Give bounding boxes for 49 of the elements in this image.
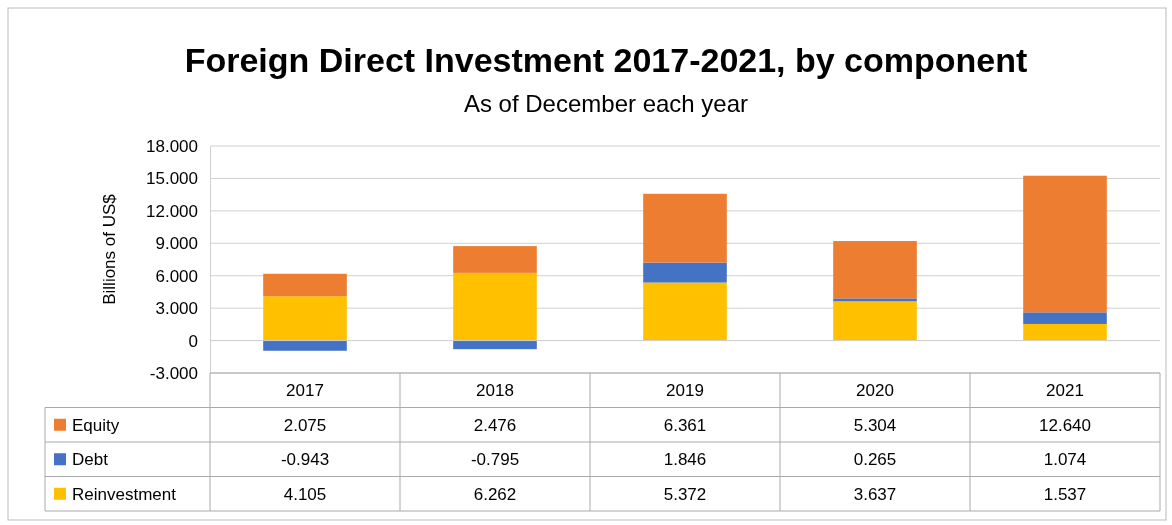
- chart-subtitle: As of December each year: [463, 90, 749, 117]
- legend-label: Reinvestment: [72, 484, 177, 504]
- bar: [1023, 175, 1107, 313]
- bar: [1023, 323, 1107, 341]
- data-label: 5.304: [853, 415, 897, 435]
- data-label: 12.640: [1039, 415, 1091, 435]
- y-tick-label: 18.000: [146, 136, 198, 156]
- bar: [453, 246, 537, 273]
- legend-label: Equity: [72, 415, 120, 435]
- bar: [1023, 312, 1107, 324]
- data-label: -0.943: [280, 450, 330, 470]
- data-label: 6.361: [663, 415, 707, 435]
- bar: [833, 301, 917, 341]
- data-label: -0.795: [470, 450, 520, 470]
- y-tick-label: -3.000: [149, 363, 198, 383]
- data-label: 6.262: [473, 484, 517, 504]
- bar: [643, 282, 727, 341]
- y-axis-title: Billions of US$: [100, 193, 119, 305]
- data-label: 1.846: [663, 450, 707, 470]
- bar: [263, 340, 347, 351]
- x-tick-label: 2019: [666, 381, 704, 401]
- data-label: 5.372: [663, 484, 707, 504]
- y-tick-label: 3.000: [155, 299, 198, 319]
- x-tick-label: 2018: [476, 381, 514, 401]
- bar: [833, 298, 917, 302]
- x-tick-label: 2020: [856, 381, 894, 401]
- bar: [453, 272, 537, 341]
- data-label: 1.074: [1043, 450, 1087, 470]
- bar: [263, 296, 347, 341]
- chart-title: Foreign Direct Investment 2017-2021, by component: [184, 41, 1028, 79]
- y-tick-label: 6.000: [155, 266, 198, 286]
- data-label: 1.537: [1043, 484, 1087, 504]
- y-tick-label: 0: [188, 331, 198, 351]
- data-label: 4.105: [283, 484, 327, 504]
- data-label: 2.075: [283, 415, 327, 435]
- x-tick-label: 2021: [1046, 381, 1084, 401]
- y-tick-label: 12.000: [146, 201, 198, 221]
- data-label: 2.476: [473, 415, 517, 435]
- data-label: 3.637: [853, 484, 897, 504]
- x-tick-label: 2017: [286, 381, 324, 401]
- legend-label: Debt: [72, 450, 109, 470]
- y-tick-label: 15.000: [146, 169, 198, 189]
- data-label: 0.265: [853, 450, 897, 470]
- bar: [643, 193, 727, 263]
- bar: [643, 262, 727, 283]
- bar: [453, 340, 537, 350]
- bar: [833, 241, 917, 299]
- bar: [263, 273, 347, 297]
- y-tick-label: 9.000: [155, 234, 198, 254]
